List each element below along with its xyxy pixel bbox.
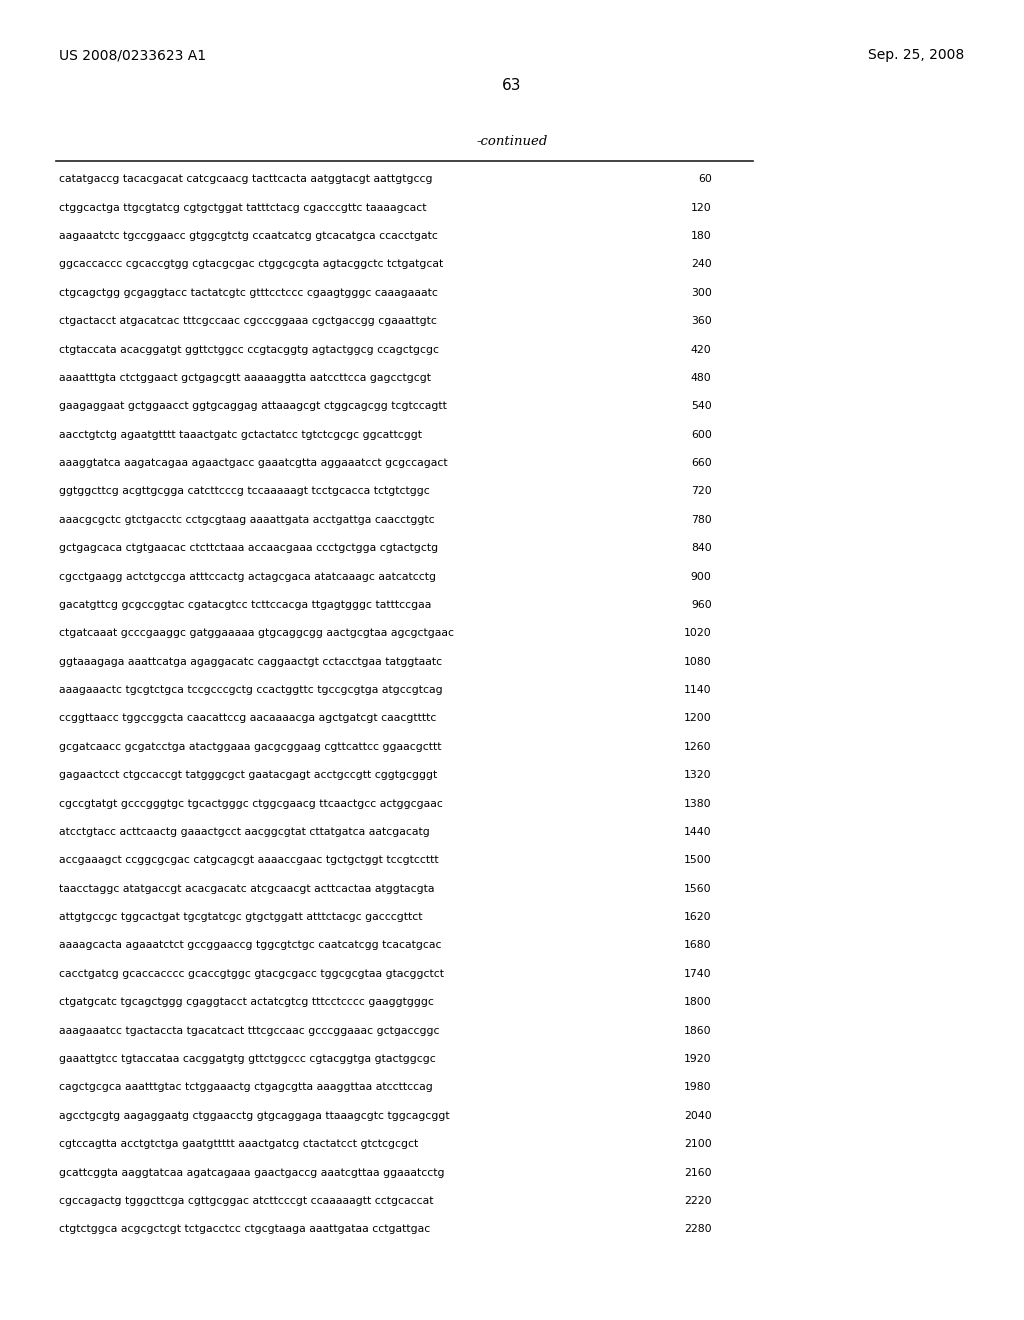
Text: ctgatcaaat gcccgaaggc gatggaaaaa gtgcaggcgg aactgcgtaa agcgctgaac: ctgatcaaat gcccgaaggc gatggaaaaa gtgcagg… [59,628,455,639]
Text: accgaaagct ccggcgcgac catgcagcgt aaaaccgaac tgctgctggt tccgtccttt: accgaaagct ccggcgcgac catgcagcgt aaaaccg… [59,855,439,866]
Text: 600: 600 [691,430,712,440]
Text: gctgagcaca ctgtgaacac ctcttctaaa accaacgaaa ccctgctgga cgtactgctg: gctgagcaca ctgtgaacac ctcttctaaa accaacg… [59,544,438,553]
Text: 2160: 2160 [684,1167,712,1177]
Text: 660: 660 [691,458,712,469]
Text: ctggcactga ttgcgtatcg cgtgctggat tatttctacg cgacccgttc taaaagcact: ctggcactga ttgcgtatcg cgtgctggat tatttct… [59,202,427,213]
Text: gagaactcct ctgccaccgt tatgggcgct gaatacgagt acctgccgtt cggtgcgggt: gagaactcct ctgccaccgt tatgggcgct gaatacg… [59,770,437,780]
Text: ccggttaacc tggccggcta caacattccg aacaaaacga agctgatcgt caacgttttc: ccggttaacc tggccggcta caacattccg aacaaaa… [59,713,437,723]
Text: 1560: 1560 [684,884,712,894]
Text: Sep. 25, 2008: Sep. 25, 2008 [868,49,965,62]
Text: 1140: 1140 [684,685,712,696]
Text: ggcaccaccc cgcaccgtgg cgtacgcgac ctggcgcgta agtacggctc tctgatgcat: ggcaccaccc cgcaccgtgg cgtacgcgac ctggcgc… [59,260,443,269]
Text: 1080: 1080 [684,657,712,667]
Text: 960: 960 [691,599,712,610]
Text: taacctaggc atatgaccgt acacgacatc atcgcaacgt acttcactaa atggtacgta: taacctaggc atatgaccgt acacgacatc atcgcaa… [59,884,435,894]
Text: 63: 63 [502,78,522,94]
Text: cgccagactg tgggcttcga cgttgcggac atcttcccgt ccaaaaagtt cctgcaccat: cgccagactg tgggcttcga cgttgcggac atcttcc… [59,1196,434,1206]
Text: ctgtctggca acgcgctcgt tctgacctcc ctgcgtaaga aaattgataa cctgattgac: ctgtctggca acgcgctcgt tctgacctcc ctgcgta… [59,1225,431,1234]
Text: attgtgccgc tggcactgat tgcgtatcgc gtgctggatt atttctacgc gacccgttct: attgtgccgc tggcactgat tgcgtatcgc gtgctgg… [59,912,423,923]
Text: catatgaccg tacacgacat catcgcaacg tacttcacta aatggtacgt aattgtgccg: catatgaccg tacacgacat catcgcaacg tacttca… [59,174,433,185]
Text: ctgcagctgg gcgaggtacc tactatcgtc gtttcctccc cgaagtgggc caaagaaatc: ctgcagctgg gcgaggtacc tactatcgtc gtttcct… [59,288,438,298]
Text: 300: 300 [691,288,712,298]
Text: 900: 900 [691,572,712,582]
Text: 540: 540 [691,401,712,412]
Text: ggtggcttcg acgttgcgga catcttcccg tccaaaaagt tcctgcacca tctgtctggc: ggtggcttcg acgttgcgga catcttcccg tccaaaa… [59,487,430,496]
Text: aaaatttgta ctctggaact gctgagcgtt aaaaaggtta aatccttcca gagcctgcgt: aaaatttgta ctctggaact gctgagcgtt aaaaagg… [59,372,431,383]
Text: 480: 480 [691,372,712,383]
Text: aaaagcacta agaaatctct gccggaaccg tggcgtctgc caatcatcgg tcacatgcac: aaaagcacta agaaatctct gccggaaccg tggcgtc… [59,940,442,950]
Text: 180: 180 [691,231,712,242]
Text: gaagaggaat gctggaacct ggtgcaggag attaaagcgt ctggcagcgg tcgtccagtt: gaagaggaat gctggaacct ggtgcaggag attaaag… [59,401,447,412]
Text: cacctgatcg gcaccacccc gcaccgtggc gtacgcgacc tggcgcgtaa gtacggctct: cacctgatcg gcaccacccc gcaccgtggc gtacgcg… [59,969,444,979]
Text: 2040: 2040 [684,1110,712,1121]
Text: 1680: 1680 [684,940,712,950]
Text: 1740: 1740 [684,969,712,979]
Text: 2280: 2280 [684,1225,712,1234]
Text: US 2008/0233623 A1: US 2008/0233623 A1 [59,49,207,62]
Text: 1800: 1800 [684,998,712,1007]
Text: -continued: -continued [476,135,548,148]
Text: 2220: 2220 [684,1196,712,1206]
Text: 1320: 1320 [684,770,712,780]
Text: gacatgttcg gcgccggtac cgatacgtcc tcttccacga ttgagtgggc tatttccgaa: gacatgttcg gcgccggtac cgatacgtcc tcttcca… [59,599,432,610]
Text: aaaggtatca aagatcagaa agaactgacc gaaatcgtta aggaaatcct gcgccagact: aaaggtatca aagatcagaa agaactgacc gaaatcg… [59,458,449,469]
Text: aacctgtctg agaatgtttt taaactgatc gctactatcc tgtctcgcgc ggcattcggt: aacctgtctg agaatgtttt taaactgatc gctacta… [59,430,422,440]
Text: 240: 240 [691,260,712,269]
Text: ctgatgcatc tgcagctggg cgaggtacct actatcgtcg tttcctcccc gaaggtgggc: ctgatgcatc tgcagctggg cgaggtacct actatcg… [59,998,434,1007]
Text: ggtaaagaga aaattcatga agaggacatc caggaactgt cctacctgaa tatggtaatc: ggtaaagaga aaattcatga agaggacatc caggaac… [59,657,442,667]
Text: 60: 60 [697,174,712,185]
Text: 1980: 1980 [684,1082,712,1093]
Text: 1200: 1200 [684,713,712,723]
Text: 2100: 2100 [684,1139,712,1150]
Text: 840: 840 [691,544,712,553]
Text: 360: 360 [691,317,712,326]
Text: aaacgcgctc gtctgacctc cctgcgtaag aaaattgata acctgattga caacctggtc: aaacgcgctc gtctgacctc cctgcgtaag aaaattg… [59,515,435,525]
Text: 1860: 1860 [684,1026,712,1036]
Text: 1500: 1500 [684,855,712,866]
Text: 780: 780 [691,515,712,525]
Text: 1440: 1440 [684,826,712,837]
Text: 420: 420 [691,345,712,355]
Text: 1020: 1020 [684,628,712,639]
Text: ctgactacct atgacatcac tttcgccaac cgcccggaaa cgctgaccgg cgaaattgtc: ctgactacct atgacatcac tttcgccaac cgcccgg… [59,317,437,326]
Text: 720: 720 [691,487,712,496]
Text: 120: 120 [691,202,712,213]
Text: agcctgcgtg aagaggaatg ctggaacctg gtgcaggaga ttaaagcgtc tggcagcggt: agcctgcgtg aagaggaatg ctggaacctg gtgcagg… [59,1110,450,1121]
Text: atcctgtacc acttcaactg gaaactgcct aacggcgtat cttatgatca aatcgacatg: atcctgtacc acttcaactg gaaactgcct aacggcg… [59,826,430,837]
Text: ctgtaccata acacggatgt ggttctggcc ccgtacggtg agtactggcg ccagctgcgc: ctgtaccata acacggatgt ggttctggcc ccgtacg… [59,345,439,355]
Text: cgccgtatgt gcccgggtgc tgcactgggc ctggcgaacg ttcaactgcc actggcgaac: cgccgtatgt gcccgggtgc tgcactgggc ctggcga… [59,799,443,809]
Text: cagctgcgca aaatttgtac tctggaaactg ctgagcgtta aaaggttaa atccttccag: cagctgcgca aaatttgtac tctggaaactg ctgagc… [59,1082,433,1093]
Text: 1620: 1620 [684,912,712,923]
Text: cgtccagtta acctgtctga gaatgttttt aaactgatcg ctactatcct gtctcgcgct: cgtccagtta acctgtctga gaatgttttt aaactga… [59,1139,419,1150]
Text: 1260: 1260 [684,742,712,752]
Text: cgcctgaagg actctgccga atttccactg actagcgaca atatcaaagc aatcatcctg: cgcctgaagg actctgccga atttccactg actagcg… [59,572,436,582]
Text: aaagaaactc tgcgtctgca tccgcccgctg ccactggttc tgccgcgtga atgccgtcag: aaagaaactc tgcgtctgca tccgcccgctg ccactg… [59,685,443,696]
Text: 1920: 1920 [684,1053,712,1064]
Text: gaaattgtcc tgtaccataa cacggatgtg gttctggccc cgtacggtga gtactggcgc: gaaattgtcc tgtaccataa cacggatgtg gttctgg… [59,1053,436,1064]
Text: 1380: 1380 [684,799,712,809]
Text: aagaaatctc tgccggaacc gtggcgtctg ccaatcatcg gtcacatgca ccacctgatc: aagaaatctc tgccggaacc gtggcgtctg ccaatca… [59,231,438,242]
Text: gcgatcaacc gcgatcctga atactggaaa gacgcggaag cgttcattcc ggaacgcttt: gcgatcaacc gcgatcctga atactggaaa gacgcgg… [59,742,442,752]
Text: aaagaaatcc tgactaccta tgacatcact tttcgccaac gcccggaaac gctgaccggc: aaagaaatcc tgactaccta tgacatcact tttcgcc… [59,1026,440,1036]
Text: gcattcggta aaggtatcaa agatcagaaa gaactgaccg aaatcgttaa ggaaatcctg: gcattcggta aaggtatcaa agatcagaaa gaactga… [59,1167,444,1177]
